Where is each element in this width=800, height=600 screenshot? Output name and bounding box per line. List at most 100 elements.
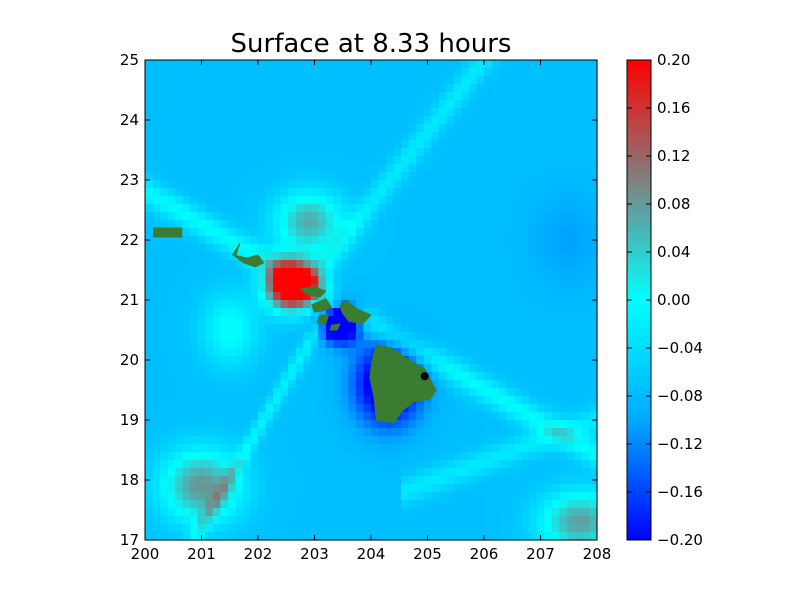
heatmap-cell [468,508,478,517]
heatmap-cell [280,116,289,125]
heatmap-cell [476,428,485,437]
heatmap-cell [371,340,380,349]
heatmap-cell [491,372,500,381]
heatmap-cell [446,356,455,365]
heatmap-cell [514,252,523,261]
heatmap-cell [242,140,252,149]
heatmap-cell [514,148,523,157]
heatmap-cell [303,164,312,173]
heatmap-cell [325,340,334,349]
heatmap-cell [461,244,470,253]
heatmap-cell [574,268,583,277]
heatmap-cell [371,228,380,237]
heatmap-cell [348,156,357,165]
heatmap-cell [273,156,282,165]
heatmap-cell [212,148,221,157]
heatmap-cell [318,148,327,157]
heatmap-cell [484,268,493,277]
heatmap-cell [303,428,312,437]
heatmap-cell [363,60,372,69]
heatmap-cell [461,92,470,101]
heatmap-cell [386,236,395,245]
heatmap-cell [408,108,417,117]
heatmap-cell [325,428,334,437]
heatmap-cell [408,68,417,77]
heatmap-cell [446,100,455,109]
heatmap-cell [190,284,199,293]
heatmap-cell [235,404,244,413]
heatmap-cell [250,220,259,229]
heatmap-cell [453,292,462,301]
heatmap-cell [431,84,440,93]
heatmap-cell [227,380,236,389]
heatmap-cell [589,460,598,469]
heatmap-cell [363,204,372,213]
heatmap-cell [318,276,327,285]
heatmap-cell [386,484,395,493]
heatmap-cell [303,436,312,445]
heatmap-cell [167,452,176,461]
heatmap-cell [559,228,568,237]
heatmap-cell [258,364,267,373]
heatmap-cell [310,332,319,341]
heatmap-cell [461,292,470,301]
heatmap-cell [303,148,312,157]
heatmap-cell [190,244,199,253]
heatmap-cell [242,156,252,165]
heatmap-cell [182,140,191,149]
heatmap-cell [551,108,560,117]
heatmap-cell [318,164,327,173]
heatmap-cell [521,452,530,461]
heatmap-cell [167,284,176,293]
heatmap-cell [536,412,545,421]
heatmap-cell [551,500,560,509]
heatmap-cell [514,236,523,245]
heatmap-cell [393,508,402,517]
heatmap-cell [242,452,252,461]
heatmap-cell [589,164,598,173]
heatmap-cell [273,428,282,437]
heatmap-cell [559,180,568,189]
heatmap-cell [167,316,176,325]
heatmap-cell [544,508,553,517]
heatmap-cell [295,220,304,229]
heatmap-cell [574,220,583,229]
heatmap-cell [574,300,583,309]
heatmap-cell [197,260,206,269]
heatmap-cell [318,212,327,221]
heatmap-cell [197,372,206,381]
heatmap-cell [491,284,500,293]
heatmap-cell [340,60,349,69]
heatmap-cell [446,492,455,501]
heatmap-cell [431,196,440,205]
heatmap-cell [506,284,515,293]
heatmap-cell [152,204,161,213]
heatmap-cell [581,156,591,165]
heatmap-cell [589,348,598,357]
heatmap-cell [438,428,447,437]
heatmap-cell [506,356,515,365]
heatmap-cell [167,292,176,301]
heatmap-cell [506,116,515,125]
heatmap-cell [295,252,304,261]
heatmap-cell [265,444,274,453]
heatmap-cell [242,244,252,253]
heatmap-cell [235,532,244,541]
heatmap-cell [227,284,236,293]
heatmap-cell [220,532,229,541]
heatmap-cell [386,300,395,309]
heatmap-cell [431,188,440,197]
heatmap-cell [589,316,598,325]
heatmap-cell [348,188,357,197]
heatmap-cell [551,188,560,197]
heatmap-cell [499,172,508,181]
heatmap-cell [325,228,334,237]
heatmap-cell [468,92,478,101]
heatmap-cell [393,340,402,349]
heatmap-cell [258,508,267,517]
heatmap-cell [393,308,402,317]
heatmap-cell [423,204,432,213]
heatmap-cell [461,300,470,309]
heatmap-cell [280,164,289,173]
heatmap-cell [521,356,530,365]
